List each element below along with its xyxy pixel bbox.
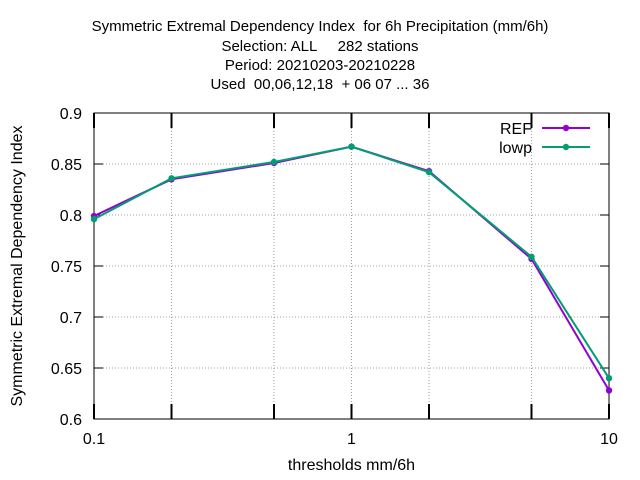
data-point-lowp [270, 158, 278, 166]
y-tick-label: 0.65 [51, 361, 82, 378]
x-tick-label: 10 [600, 431, 618, 448]
legend-label-lowp: lowp [499, 140, 532, 157]
y-tick-label: 0.8 [60, 208, 82, 225]
y-tick-label: 0.6 [60, 412, 82, 429]
data-point-lowp [90, 215, 98, 223]
x-tick-label: 1 [347, 431, 356, 448]
data-point-lowp [605, 375, 613, 382]
chart-title-line-4: Used 00,06,12,18 + 06 07 ... 36 [210, 76, 430, 93]
plot-frame [93, 112, 610, 420]
y-tick-label: 0.9 [60, 106, 82, 123]
series-group [90, 143, 613, 394]
x-axis-label: thresholds mm/6h [288, 457, 415, 474]
legend-label-REF: REF [500, 121, 532, 138]
y-tick-label: 0.75 [51, 259, 82, 276]
data-point-lowp [528, 253, 535, 261]
chart-title-line-2: Selection: ALL 282 stations [221, 38, 419, 55]
y-tick-label: 0.7 [60, 310, 82, 327]
legend-marker-REF [562, 124, 570, 132]
y-axis-label: Symmetric Extremal Dependency Index [9, 126, 26, 407]
data-point-lowp [348, 143, 355, 150]
data-point-lowp [425, 168, 433, 176]
y-tick-label: 0.85 [51, 157, 82, 174]
chart-title-line-3: Period: 20210203-20210228 [224, 57, 416, 74]
tick-labels: 0.6 0.65 0.7 0.75 0.8 0.85 0.9 0.1 1 10 [51, 106, 618, 448]
grid-lines [94, 113, 609, 419]
legend-marker-lowp [562, 143, 570, 151]
x-tick-label: 0.1 [83, 431, 105, 448]
data-point-REF [605, 387, 613, 394]
legend: REF lowp [499, 121, 590, 157]
data-point-lowp [168, 175, 175, 182]
chart-title-line-1: Symmetric Extremal Dependency Index for … [91, 18, 549, 35]
